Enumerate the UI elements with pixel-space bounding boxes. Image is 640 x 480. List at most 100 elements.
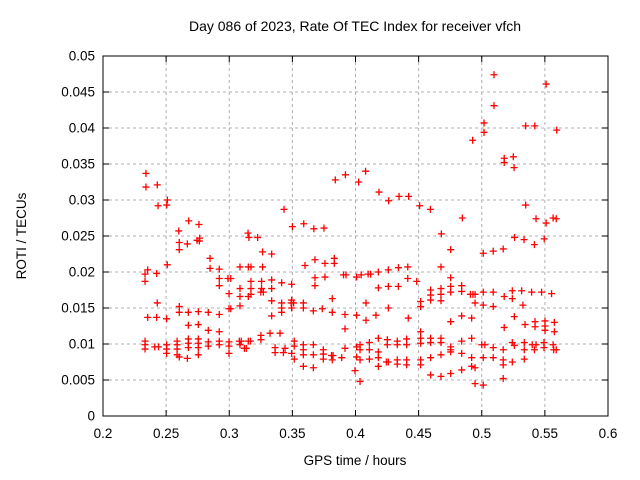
y-tick-label: 0.005 [61,373,95,388]
data-point-marker [427,354,435,362]
data-point-marker [499,375,507,383]
data-point-marker [341,344,349,352]
data-point-marker [183,354,191,362]
x-tick-label: 0.45 [405,426,431,441]
data-point-marker [271,349,279,357]
data-point-marker [447,370,455,378]
data-point-marker [195,237,203,245]
data-point-marker [236,302,244,310]
data-point-marker [153,299,161,307]
data-point-marker [259,248,267,256]
data-point-marker [329,352,337,360]
data-point-marker [362,299,370,307]
data-point-marker [540,344,548,352]
data-point-marker [195,220,203,228]
plot-border [102,55,609,417]
data-point-marker [206,254,214,262]
data-point-marker [522,122,530,130]
x-axis-label: GPS time / hours [304,453,407,468]
data-point-marker [215,310,223,318]
data-point-marker [522,201,530,209]
data-point-marker [227,305,235,313]
data-point-marker [549,214,557,222]
data-point-marker [374,268,382,276]
data-point-marker [141,277,149,285]
data-point-marker [309,364,317,372]
data-point-marker [163,261,171,269]
data-point-marker [301,262,309,270]
data-point-marker [175,238,183,246]
data-point-marker [184,321,192,329]
data-point-marker [318,305,326,313]
data-point-marker [374,354,382,362]
data-point-marker [542,219,550,227]
data-point-marker [404,274,412,282]
data-point-marker [518,287,526,295]
data-point-marker [328,308,336,316]
x-tick-label: 0.5 [472,426,491,441]
data-point-marker [175,308,183,316]
x-tick-label: 0.25 [153,426,179,441]
x-tick-label: 0.2 [94,426,113,441]
data-point-marker [447,246,455,254]
y-axis-label: ROTI / TECUs [14,192,29,279]
data-point-marker [280,205,288,213]
data-point-marker [540,235,548,243]
data-point-marker [215,274,223,282]
data-point-marker [437,297,445,305]
data-point-marker [356,346,364,354]
data-point-marker [355,178,363,186]
data-point-marker [153,181,161,189]
data-point-marker [259,263,267,271]
data-point-marker [447,348,455,356]
data-point-marker [257,336,265,344]
data-point-marker [300,220,308,228]
data-point-marker [365,339,373,347]
data-point-marker [383,341,391,349]
data-point-marker [330,259,338,267]
data-point-marker [244,229,252,237]
data-point-marker [357,271,365,279]
data-point-marker [374,362,382,370]
data-point-marker [458,349,466,357]
data-point-marker [246,337,254,345]
data-point-marker [204,326,212,334]
data-point-marker [276,329,284,337]
data-point-marker [532,341,540,349]
data-point-marker [362,167,370,175]
data-point-marker [144,266,152,274]
y-tick-label: 0.04 [69,121,96,136]
data-point-marker [417,361,425,369]
x-tick-label: 0.35 [279,426,305,441]
data-point-marker [163,315,171,323]
data-point-marker [321,259,329,267]
data-point-marker [538,288,546,296]
data-point-marker [458,312,466,320]
data-point-marker [395,192,403,200]
data-point-marker [468,362,476,370]
data-point-marker [328,295,336,303]
data-point-marker [247,263,255,271]
data-point-marker [362,316,370,324]
data-point-marker [268,285,276,293]
data-point-marker [479,288,487,296]
data-point-marker [215,265,223,273]
data-point-marker [458,214,466,222]
data-point-marker [385,197,393,205]
data-point-marker [499,245,507,253]
data-point-marker [331,176,339,184]
data-point-marker [403,361,411,369]
data-point-marker [437,230,445,238]
data-point-marker [356,377,364,385]
data-point-marker [489,247,497,255]
data-point-marker [427,371,435,379]
data-point-marker [163,201,171,209]
data-point-marker [479,354,487,362]
data-point-marker [417,303,425,311]
data-point-marker [480,128,488,136]
data-point-marker [508,295,516,303]
data-point-marker [490,71,498,79]
data-point-marker [163,349,171,357]
data-point-marker [479,381,487,389]
data-point-marker [510,164,518,172]
